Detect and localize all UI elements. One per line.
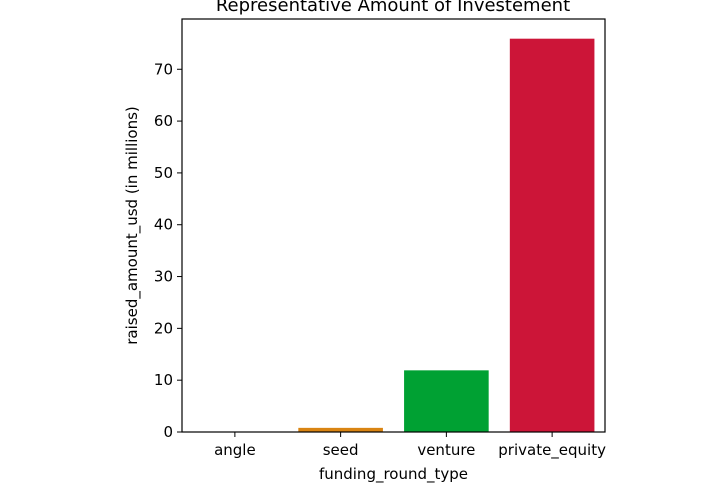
chart-title: Representative Amount of Investement [216, 0, 570, 16]
x-tick-label: angle [214, 441, 256, 459]
y-tick-label: 60 [154, 112, 173, 130]
x-axis: angle seed venture private_equity [214, 432, 606, 460]
x-axis-label: funding_round_type [319, 465, 468, 484]
y-tick-label: 20 [154, 319, 173, 337]
y-tick-label: 0 [163, 423, 173, 441]
y-axis: 0 10 20 30 40 50 60 70 [154, 60, 182, 441]
bar-venture [404, 370, 489, 432]
y-tick-label: 50 [154, 164, 173, 182]
y-tick-label: 70 [154, 60, 173, 78]
bar-seed [298, 427, 383, 432]
y-axis-label: raised_amount_usd (in millions) [123, 106, 142, 345]
y-tick-label: 30 [154, 268, 173, 286]
x-tick-label: venture [417, 441, 475, 459]
plot-frame [181, 18, 606, 433]
y-tick-label: 10 [154, 371, 173, 389]
x-tick-label: private_equity [498, 441, 606, 460]
y-tick-label: 40 [154, 216, 173, 234]
bar-private-equity [509, 38, 595, 432]
x-tick-label: seed [323, 441, 359, 459]
bars-group [298, 38, 595, 432]
